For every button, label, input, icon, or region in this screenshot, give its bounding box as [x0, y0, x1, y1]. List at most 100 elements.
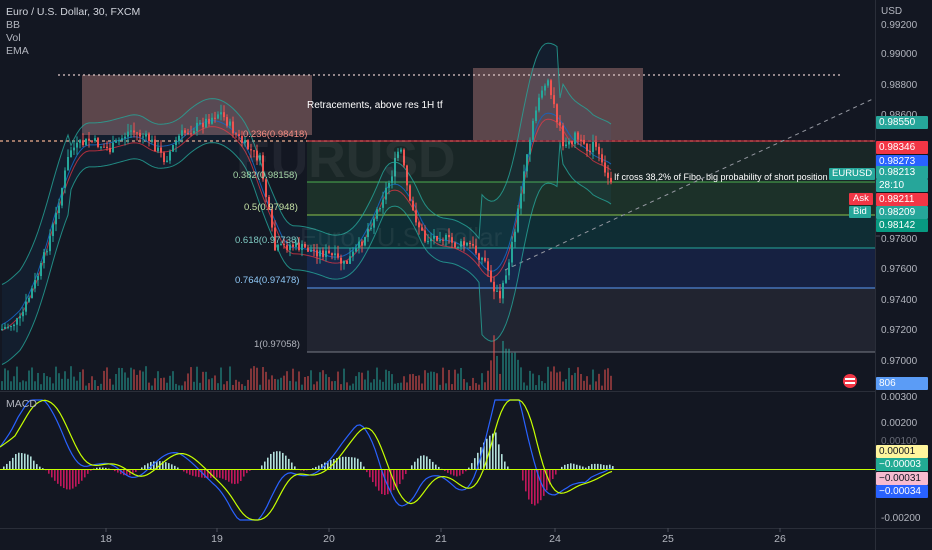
macd-histogram-bar: [234, 469, 236, 485]
macd-histogram-bar: [573, 463, 575, 469]
candle-body: [163, 152, 165, 162]
macd-histogram-bar: [99, 467, 101, 469]
macd-axis-label: 0.00200: [881, 418, 918, 429]
candle-body: [556, 104, 558, 123]
volume-bar: [430, 371, 432, 390]
macd-histogram-bar: [507, 466, 509, 469]
candle-body: [103, 146, 105, 148]
volume-bar: [67, 378, 69, 390]
volume-bar: [409, 374, 411, 390]
volume-bar: [469, 385, 471, 390]
candle-body: [91, 140, 93, 142]
macd-histogram-bar: [105, 467, 107, 469]
macd-histogram-bar: [369, 469, 371, 478]
candle-body: [40, 263, 42, 277]
volume-bar: [223, 384, 225, 390]
volume-bar: [385, 369, 387, 390]
volume-bar: [505, 348, 507, 390]
volume-bar: [124, 372, 126, 390]
watermark-ticker: EURUSD: [236, 131, 456, 189]
volume-bar: [463, 378, 465, 390]
macd-histogram-bar: [456, 469, 458, 477]
candle-body: [334, 253, 336, 256]
volume-bar: [88, 383, 90, 390]
volume-bar: [295, 381, 297, 390]
candle-body: [397, 151, 399, 158]
candle-body: [229, 121, 231, 126]
retracements-note[interactable]: Retracements, above res 1H tf: [307, 100, 443, 111]
symbol-legend[interactable]: Euro / U.S. Dollar, 30, FXCM: [6, 6, 141, 18]
volume-bar: [187, 373, 189, 390]
candle-body: [526, 154, 528, 172]
candle-body: [442, 239, 444, 241]
volume-bar: [136, 374, 138, 390]
macd-histogram-bar: [102, 467, 104, 469]
macd-histogram-bar: [600, 464, 602, 469]
volume-bar: [199, 382, 201, 390]
volume-bar: [511, 352, 513, 390]
candle-body: [34, 279, 36, 289]
short-position-note[interactable]: If cross 38,2% of Fibo, big probability …: [614, 172, 828, 182]
macd-histogram-bar: [276, 451, 278, 469]
price-axis-label: 0.98600: [881, 110, 917, 121]
macd-histogram-bar: [75, 469, 77, 487]
currency-label[interactable]: USD: [881, 6, 903, 17]
candle-body: [88, 138, 90, 141]
vol-legend[interactable]: Vol: [6, 32, 21, 44]
volume-bar: [574, 372, 576, 390]
volume-bar: [373, 379, 375, 390]
macd-histogram-bar: [348, 456, 350, 469]
volume-bar: [382, 381, 384, 390]
macd-histogram-bar: [123, 469, 125, 476]
candle-body: [79, 140, 81, 143]
volume-bar: [487, 370, 489, 390]
macd-histogram-bar: [204, 469, 206, 478]
macd-histogram-bar: [606, 465, 608, 469]
macd-histogram-bar: [360, 461, 362, 469]
volume-bar: [400, 382, 402, 390]
volume-bar: [49, 377, 51, 390]
bb-legend[interactable]: BB: [6, 19, 21, 31]
macd-histogram-bar: [264, 461, 266, 469]
macd-histogram-bar: [381, 469, 383, 495]
candle-body: [28, 297, 30, 302]
candle-body: [121, 138, 123, 141]
candle-body: [64, 170, 66, 188]
candle-body: [445, 234, 447, 240]
volume-bar: [589, 384, 591, 390]
volume-bar: [184, 381, 186, 390]
candle-body: [124, 136, 126, 139]
macd-histogram-bar: [171, 464, 173, 469]
ema-legend[interactable]: EMA: [6, 45, 29, 57]
macd-histogram-bar: [321, 464, 323, 469]
price-tag-fib: 0.98346: [876, 141, 928, 154]
macd-histogram-bar: [330, 460, 332, 469]
macd-histogram-bar: [42, 468, 44, 469]
candle-body: [424, 230, 426, 242]
volume-bar: [577, 367, 579, 390]
candle-body: [586, 143, 588, 151]
volume-bar: [148, 382, 150, 390]
volume-bar: [76, 380, 78, 390]
volume-bar: [607, 368, 609, 390]
volume-bar: [142, 371, 144, 390]
volume-bar: [301, 384, 303, 390]
candle-body: [130, 130, 132, 132]
volume-bar: [496, 355, 498, 390]
macd-histogram-bar: [219, 469, 221, 478]
macd-histogram-bar: [186, 469, 188, 474]
macd-histogram-bar: [528, 469, 530, 500]
ticker-badge[interactable]: EURUSD: [829, 168, 876, 180]
macd-axis-label: 0.00100: [881, 436, 918, 447]
candle-body: [487, 261, 489, 271]
macd-histogram-bar: [495, 432, 497, 469]
volume-bar: [196, 366, 198, 390]
volume-bar: [145, 366, 147, 390]
candle-body: [136, 132, 138, 134]
volume-bar: [307, 376, 309, 390]
macd-histogram-bar: [270, 453, 272, 469]
macd-histogram-bar: [555, 469, 557, 475]
macd-axis-label: -0.00200: [881, 513, 921, 524]
macd-legend[interactable]: MACD: [6, 398, 37, 410]
